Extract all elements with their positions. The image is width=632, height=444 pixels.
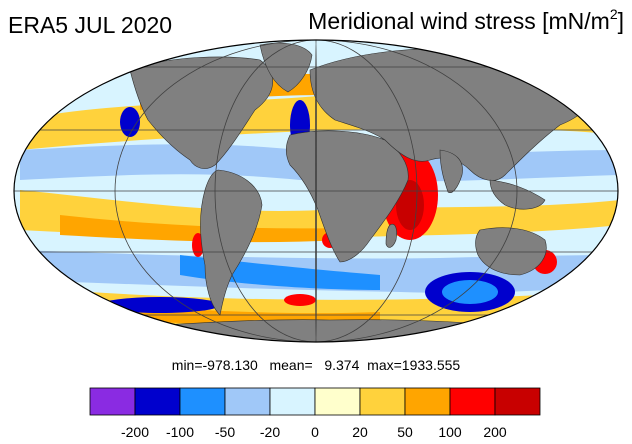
min-value: -978.130 [202,357,258,373]
min-label: min= [171,357,203,373]
band-orange-tropic [60,215,340,243]
variable-title-text: Meridional wind stress [mN/m [308,8,610,34]
map-border [13,39,619,343]
colorbar-label: 0 [311,424,319,440]
meridian-0 [315,40,317,342]
colorbar-label: 20 [352,424,368,440]
meridian-90 [214,40,418,342]
india [439,149,463,193]
colorbar-swatch [179,387,226,416]
pacific-north-low [120,107,140,137]
south-atlantic-high [284,294,316,306]
max-value: 1933.555 [401,357,461,373]
colorbar-label: -50 [215,424,235,440]
map-title: ERA5 JUL 2020 [8,12,173,38]
colorbar-swatch [449,387,496,416]
colorbar-swatch [224,387,271,416]
colorbar-swatch [359,387,406,416]
variable-title: Meridional wind stress [mN/m2] [308,6,624,36]
australia [475,227,547,276]
stats-line: min=-978.130 mean= 9.374 max=1933.555 [0,357,632,373]
colorbar-label: 200 [483,424,507,440]
variable-title-sup: 2 [609,6,618,22]
colorbar-label: -20 [260,424,280,440]
north-america [129,56,274,169]
mean-value: 9.374 [324,357,360,373]
colorbar-label: 100 [438,424,462,440]
variable-title-close: ] [617,8,624,34]
southeast-asia [489,179,546,210]
colorbar-label: -100 [166,424,194,440]
mean-label: mean= [269,357,313,373]
colorbar-swatch [269,387,316,416]
colorbar-label: -200 [121,424,149,440]
meridian-180 [114,40,518,342]
colorbar-swatch [404,387,451,416]
colorbar-swatch [314,387,361,416]
colorbar-swatch [89,387,136,416]
colorbar-swatch [134,387,181,416]
australia-low-inner [442,280,498,304]
colorbar-label: 50 [397,424,413,440]
colorbar-swatch [494,387,541,416]
madagascar [385,223,397,248]
max-label: max= [367,357,402,373]
